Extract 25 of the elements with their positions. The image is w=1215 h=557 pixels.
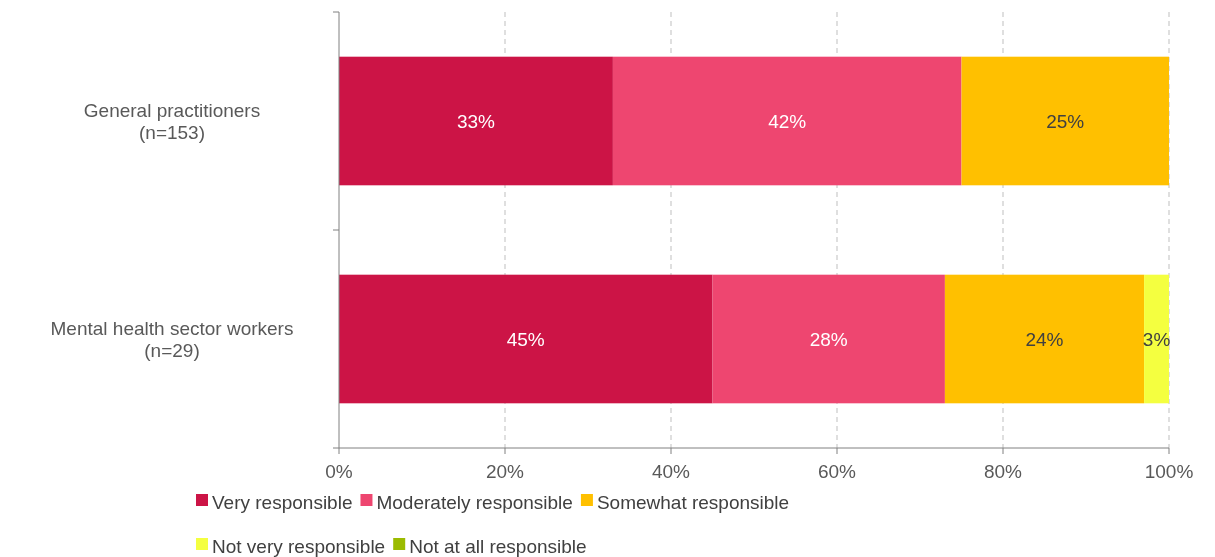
x-tick-label: 0% xyxy=(325,461,353,482)
x-tick-label: 80% xyxy=(983,461,1023,482)
bar xyxy=(961,56,1169,186)
y-tick-label: General practitioners (n=153) xyxy=(83,99,261,143)
legend-label: Very responsible xyxy=(212,491,353,513)
data-label: 28% xyxy=(809,328,848,350)
legend-label: Somewhat responsible xyxy=(596,491,790,513)
data-label: 33% xyxy=(456,110,496,132)
x-tick-label: 60% xyxy=(817,461,857,482)
y-tick-label: Mental health sector workers (n=29) xyxy=(50,317,294,361)
bar xyxy=(339,274,713,404)
data-label: 45% xyxy=(506,328,545,350)
legend-label: Not very responsible xyxy=(212,535,386,557)
bar xyxy=(612,56,962,186)
data-label: 24% xyxy=(1025,328,1064,350)
data-label: 42% xyxy=(768,110,807,132)
x-tick-label: 40% xyxy=(651,461,691,482)
data-label: 25% xyxy=(1046,110,1085,132)
x-tick-label: 20% xyxy=(485,461,525,482)
bar xyxy=(339,56,613,186)
bar xyxy=(712,274,945,404)
legend-label: Moderately responsible xyxy=(376,491,573,513)
legend-label: Not at all responsible xyxy=(409,535,587,557)
x-tick-label: 100% xyxy=(1144,461,1194,482)
bar xyxy=(944,274,1145,404)
